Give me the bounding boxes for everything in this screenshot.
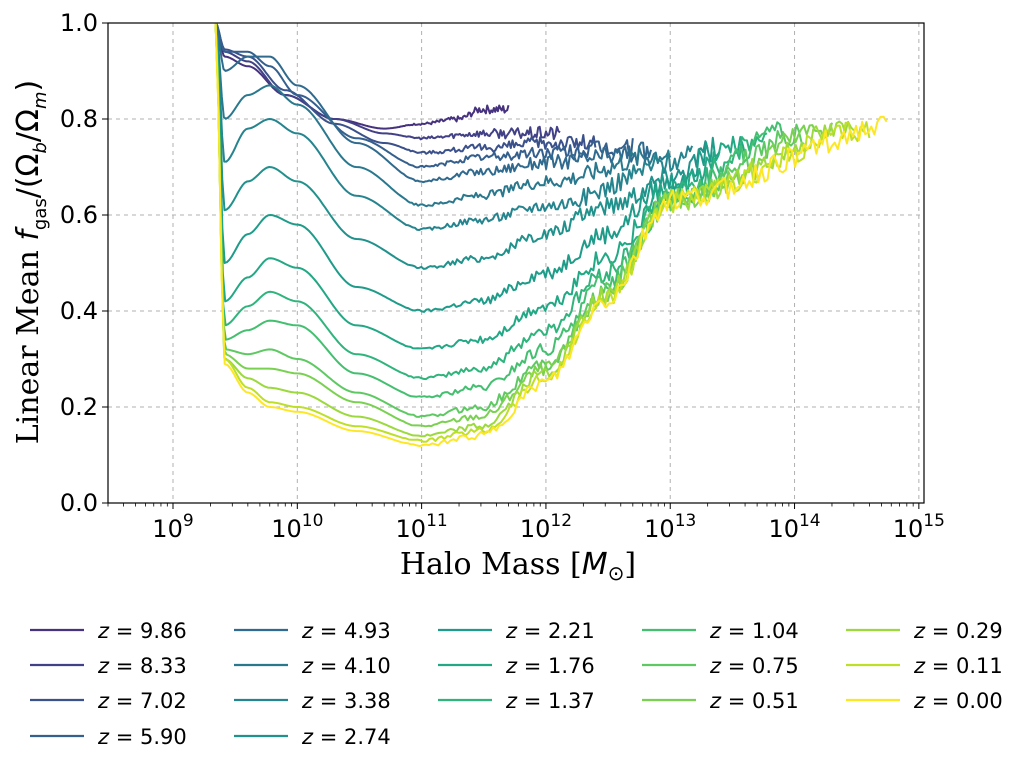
legend-label: z = 3.38: [301, 689, 391, 713]
x-tick-label: 1013: [644, 511, 696, 543]
y-tick-label: 0.8: [60, 105, 98, 133]
series-line: [214, 22, 833, 428]
series-lines: [214, 22, 888, 448]
series-line: [214, 22, 721, 313]
legend-label: z = 1.76: [505, 654, 595, 678]
x-tick-label: 1012: [520, 511, 572, 543]
legend-label: z = 5.90: [97, 725, 187, 749]
legend-label: z = 7.02: [97, 689, 187, 713]
series-line: [214, 22, 597, 155]
legend-label: z = 0.75: [709, 654, 799, 678]
legend: z = 9.86 z = 8.33 z = 7.02 z = 5.90 z = 4.93…: [30, 619, 1003, 749]
series-line: [214, 22, 709, 270]
series-line: [214, 22, 694, 231]
y-tick-label: 0.6: [60, 201, 98, 229]
x-tick-label: 1010: [271, 511, 323, 543]
series-line: [214, 22, 634, 169]
legend-label: z = 1.37: [505, 689, 595, 713]
y-tick-label: 0.2: [60, 393, 98, 421]
legend-label: z = 2.74: [301, 725, 391, 749]
legend-label: z = 9.86: [97, 619, 187, 643]
axis-ticks: 109 1010 1011 1012 1013 1014 1015 0.0 0.2 0.4 0.6 0…: [60, 9, 945, 543]
series-line: [214, 22, 805, 418]
y-tick-label: 0.4: [60, 297, 98, 325]
legend-label: z = 0.00: [913, 689, 1003, 713]
y-tick-label: 1.0: [60, 9, 98, 37]
series-line: [214, 22, 747, 350]
x-tick-label: 1011: [396, 511, 448, 543]
legend-label: z = 0.29: [913, 619, 1003, 643]
x-tick-label: 1015: [893, 511, 945, 543]
series-line: [214, 22, 652, 184]
x-tick-label: 1014: [768, 511, 820, 543]
legend-label: z = 4.10: [301, 654, 391, 678]
x-tick-label: 109: [152, 511, 193, 543]
series-line: [214, 22, 672, 208]
legend-label: z = 0.11: [913, 654, 1003, 678]
plot-frame: [107, 22, 925, 504]
legend-label: z = 1.04: [709, 619, 799, 643]
legend-label: z = 0.51: [709, 689, 799, 713]
series-line: [214, 22, 888, 448]
legend-label: z = 2.21: [505, 619, 595, 643]
series-line: [214, 22, 510, 130]
legend-label: z = 4.93: [301, 619, 391, 643]
y-axis-label: Linear Mean fgas/(Ωb/Ωm): [11, 80, 51, 444]
legend-label: z = 8.33: [97, 654, 187, 678]
x-axis-label: Halo Mass [M⊙]: [400, 547, 636, 585]
y-tick-label: 0.0: [60, 489, 98, 517]
